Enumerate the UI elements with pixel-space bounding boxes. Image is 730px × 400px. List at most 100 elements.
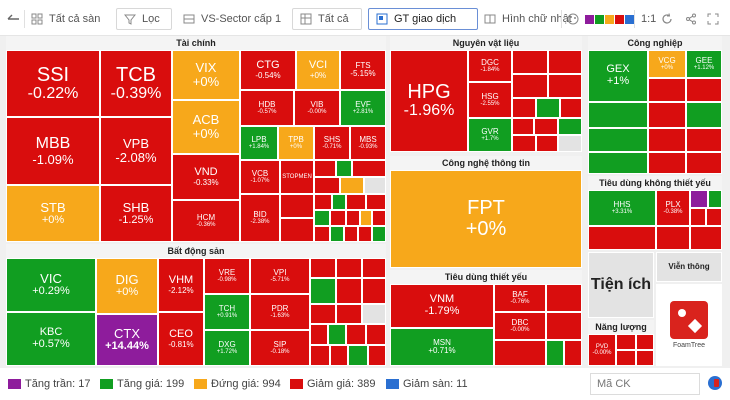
tile-ceo[interactable]: CEO -0.81% xyxy=(158,312,204,366)
tile-small[interactable] xyxy=(558,118,582,135)
tile-small[interactable] xyxy=(546,312,582,340)
tile-small[interactable] xyxy=(280,194,314,218)
tile-small[interactable] xyxy=(686,152,722,174)
tile-small[interactable] xyxy=(362,258,386,278)
tile-small[interactable] xyxy=(358,226,372,242)
tile-baf[interactable]: BAF -0.76% xyxy=(494,284,546,312)
tile-small[interactable] xyxy=(346,210,360,226)
tile-small[interactable] xyxy=(310,324,328,345)
tile-small[interactable] xyxy=(336,258,362,278)
tile-tch[interactable]: TCH +0.91% xyxy=(204,294,250,330)
filter-button[interactable]: Lọc xyxy=(116,8,172,30)
tile-vib[interactable]: VIB -0.00% xyxy=(294,90,340,126)
tile-small[interactable] xyxy=(648,152,686,174)
tile-small[interactable] xyxy=(588,128,648,152)
tile-vnm[interactable]: VNM -1.79% xyxy=(390,284,494,328)
tile-mbs[interactable]: MBS -0.93% xyxy=(350,126,386,160)
tile-small[interactable] xyxy=(690,190,708,208)
tile-vpi[interactable]: VPI -5.71% xyxy=(250,258,310,294)
tile-bid[interactable]: BID -2.38% xyxy=(240,194,280,242)
tile-tcb[interactable]: TCB -0.39% xyxy=(100,50,172,117)
tile-kbc[interactable]: KBC +0.57% xyxy=(6,312,96,366)
tile-dgc[interactable]: DGC -1.84% xyxy=(468,50,512,82)
tile-small[interactable] xyxy=(546,340,564,366)
tile-small[interactable] xyxy=(656,226,690,250)
tile-small[interactable] xyxy=(346,324,366,345)
tile-vre[interactable]: VRE -0.98% xyxy=(204,258,250,294)
tile-acb[interactable]: ACB +0% xyxy=(172,100,240,154)
tile-small[interactable] xyxy=(512,135,536,152)
tile-small[interactable] xyxy=(648,128,686,152)
color-scale-button[interactable] xyxy=(566,8,634,30)
tile-small[interactable] xyxy=(330,210,346,226)
tile-vnd[interactable]: VND -0.33% xyxy=(172,154,240,200)
tile-vcb[interactable]: VCB -1.07% xyxy=(240,160,280,194)
tile-small[interactable] xyxy=(336,160,352,177)
tile-msn[interactable]: MSN +0.71% xyxy=(390,328,494,366)
exchange-dropdown[interactable]: Tất cả sàn xyxy=(30,8,100,30)
tile-shs[interactable]: SHS -0.71% xyxy=(314,126,350,160)
shape-dropdown[interactable]: Hình chữ nhật xyxy=(483,8,572,30)
tile-small[interactable] xyxy=(648,78,686,102)
tile-tpb[interactable]: TPB +0% xyxy=(278,126,314,160)
tile-small[interactable] xyxy=(332,194,346,210)
tile-pvd[interactable]: PVD -0.00% xyxy=(588,334,616,366)
tile-plx[interactable]: PLX -0.38% xyxy=(656,190,690,226)
tile-small[interactable] xyxy=(512,98,536,118)
tile-small[interactable] xyxy=(536,135,558,152)
tile-gex[interactable]: GEX +1% xyxy=(588,50,648,102)
tile-small[interactable] xyxy=(368,345,386,366)
tile-small[interactable] xyxy=(636,350,654,366)
tile-small[interactable] xyxy=(336,304,362,324)
tile-utilities[interactable]: Tiện ích xyxy=(588,252,654,318)
tile-small[interactable] xyxy=(564,340,582,366)
tile-pdr[interactable]: PDR -1.63% xyxy=(250,294,310,330)
legend-down[interactable]: Giảm giá: 389 xyxy=(290,378,375,390)
tile-vpb[interactable]: VPB -2.08% xyxy=(100,117,172,185)
collapse-button[interactable] xyxy=(6,8,20,30)
tile-small[interactable] xyxy=(536,98,560,118)
tile-small[interactable] xyxy=(686,102,722,128)
tile-small[interactable] xyxy=(310,304,336,324)
tile-small[interactable] xyxy=(512,74,548,98)
tile-ssi[interactable]: SSI -0.22% xyxy=(6,50,100,117)
tile-small[interactable] xyxy=(352,160,386,177)
tile-fts[interactable]: FTS -5.15% xyxy=(340,50,386,90)
legend-up[interactable]: Tăng giá: 199 xyxy=(100,378,184,390)
tile-shb[interactable]: SHB -1.25% xyxy=(100,185,172,242)
tile-fpt[interactable]: FPT +0% xyxy=(390,170,582,268)
tile-dbc[interactable]: DBC -0.00% xyxy=(494,312,546,340)
tile-small[interactable] xyxy=(512,118,534,135)
tile-small[interactable] xyxy=(534,118,558,135)
legend-floor[interactable]: Giảm sàn: 11 xyxy=(386,378,468,390)
tile-small[interactable] xyxy=(588,152,648,174)
tile-small[interactable] xyxy=(690,226,722,250)
share-button[interactable] xyxy=(684,8,698,30)
tile-small[interactable] xyxy=(548,74,582,98)
tile-small[interactable] xyxy=(366,194,386,210)
tile-small[interactable] xyxy=(588,102,648,128)
tile-evf[interactable]: EVF +2.81% xyxy=(340,90,386,126)
tile-small[interactable] xyxy=(366,324,386,345)
tile-small[interactable] xyxy=(616,350,636,366)
tile-small[interactable] xyxy=(330,226,344,242)
tile-lpb[interactable]: LPB +1.84% xyxy=(240,126,278,160)
tile-small[interactable] xyxy=(310,278,336,304)
brand-logo-icon[interactable] xyxy=(708,376,722,390)
tile-small[interactable] xyxy=(336,278,362,304)
tile-hhs[interactable]: HHS +3.31% xyxy=(588,190,656,226)
fullscreen-button[interactable] xyxy=(706,8,720,30)
tile-small[interactable] xyxy=(690,208,706,226)
tile-small[interactable] xyxy=(344,226,358,242)
tile-vhm[interactable]: VHM -2.12% xyxy=(158,258,204,312)
tile-small[interactable] xyxy=(330,345,348,366)
tile-small[interactable] xyxy=(362,304,386,324)
tile-stopmen[interactable]: STOPMEN xyxy=(280,160,314,194)
tile-small[interactable] xyxy=(348,345,368,366)
tile-small[interactable] xyxy=(686,128,722,152)
tile-small[interactable] xyxy=(360,210,372,226)
tile-small[interactable] xyxy=(372,226,386,242)
tile-vcg[interactable]: VCG +0% xyxy=(648,50,686,78)
tile-small[interactable] xyxy=(280,218,314,242)
tile-hcm[interactable]: HCM -0.36% xyxy=(172,200,240,242)
